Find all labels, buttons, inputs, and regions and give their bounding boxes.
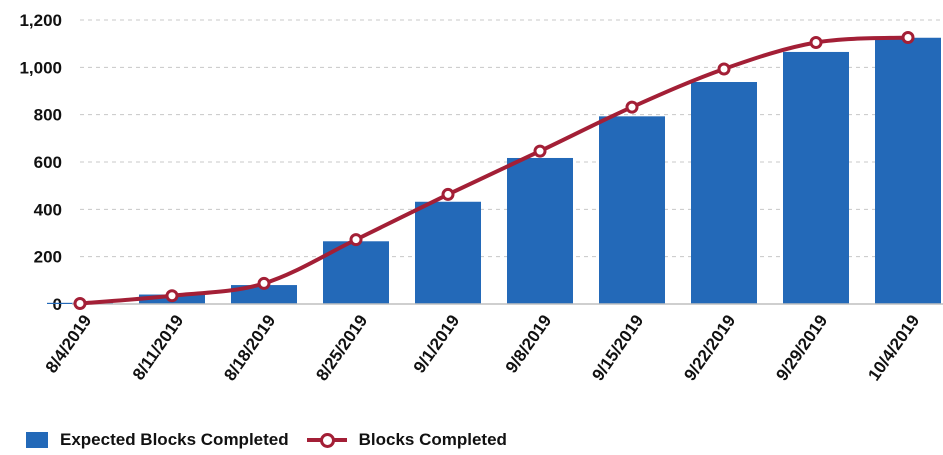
legend-label-completed: Blocks Completed: [358, 430, 507, 449]
x-tick-label: 9/8/2019: [502, 311, 556, 376]
x-tick-label: 9/1/2019: [410, 311, 464, 376]
expected-blocks-bars: [47, 37, 941, 305]
point-blocks-completed: [809, 35, 823, 49]
x-axis-tick-labels: 8/4/2019 8/11/2019 8/18/2019 8/25/2019 9/1/2…: [42, 311, 924, 384]
x-tick-label: 8/4/2019: [42, 311, 96, 376]
point-blocks-completed: [165, 289, 179, 303]
point-blocks-completed: [901, 31, 915, 45]
line-blocks-completed: [79, 35, 909, 306]
bar-expected: [599, 116, 665, 304]
y-tick-label: 200: [34, 248, 62, 267]
point-blocks-completed: [533, 144, 547, 158]
bar-expected: [691, 82, 757, 304]
bar-expected: [231, 285, 297, 304]
point-blocks-completed: [625, 100, 639, 114]
bar-expected: [875, 37, 941, 304]
x-tick-label: 9/15/2019: [588, 311, 647, 384]
y-tick-label: 0: [53, 295, 62, 314]
legend-label-expected: Expected Blocks Completed: [60, 430, 289, 449]
x-tick-label: 9/29/2019: [772, 311, 831, 384]
point-blocks-completed: [717, 62, 731, 76]
legend-item-completed: Blocks Completed: [306, 430, 507, 450]
legend-line-completed: [306, 432, 347, 448]
point-blocks-completed: [73, 297, 87, 311]
legend-swatch-expected: [26, 432, 48, 448]
x-tick-label: 9/22/2019: [680, 311, 739, 384]
y-tick-label: 600: [34, 153, 62, 172]
legend: Expected Blocks Completed Blocks Complet…: [26, 430, 525, 450]
y-tick-label: 800: [34, 106, 62, 125]
x-tick-label: 8/25/2019: [312, 311, 371, 384]
legend-item-expected: Expected Blocks Completed: [26, 430, 289, 450]
bar-expected: [783, 51, 849, 305]
point-blocks-completed: [349, 233, 363, 247]
bar-expected: [507, 157, 573, 304]
point-blocks-completed: [257, 276, 271, 290]
bar-expected: [415, 201, 481, 304]
blocks-chart: 0 200 400 600 800 1,000 1,200 8/4/2019 8/11/201…: [19, 11, 943, 384]
point-blocks-completed: [441, 187, 455, 201]
x-tick-label: 8/18/2019: [220, 311, 279, 384]
y-axis-tick-labels: 0 200 400 600 800 1,000 1,200: [19, 11, 62, 314]
y-tick-label: 1,000: [19, 58, 62, 77]
y-tick-label: 1,200: [19, 11, 62, 30]
blocks-completed-series: [73, 31, 915, 311]
x-tick-label: 10/4/2019: [864, 311, 923, 384]
y-tick-label: 400: [34, 200, 62, 219]
x-tick-label: 8/11/2019: [129, 311, 187, 383]
